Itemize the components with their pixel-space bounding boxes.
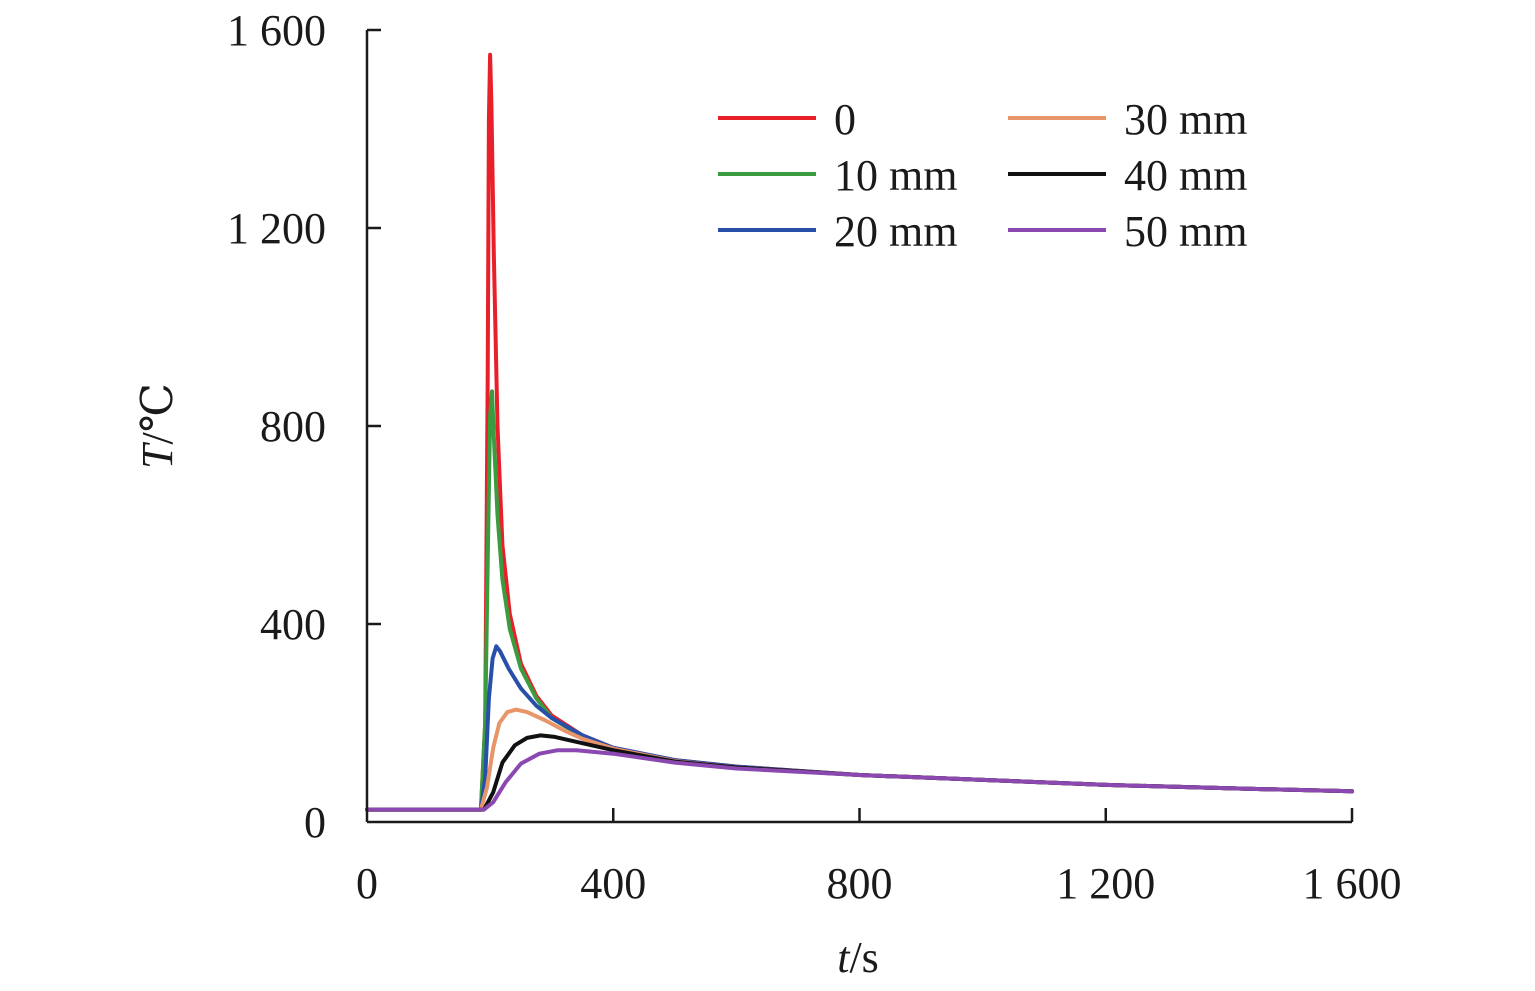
x-tick-label: 800 [827,859,893,908]
legend-label: 20 mm [834,207,957,256]
series-line-20-mm [365,644,1354,812]
y-tick-label: 1 600 [227,6,326,55]
legend-label: 50 mm [1124,207,1247,256]
x-ticks: 0 400 800 1 200 1 600 [356,808,1402,908]
x-tick-label: 1 200 [1056,859,1155,908]
y-ticks: 0 400 800 1 200 1 600 [227,6,381,847]
x-tick-label: 0 [356,859,378,908]
series-line-30-mm [365,707,1354,812]
y-tick-label: 0 [304,798,326,847]
legend-label: 40 mm [1124,151,1247,200]
y-tick-label: 400 [260,600,326,649]
x-tick-label: 1 600 [1303,859,1402,908]
axes [365,30,1352,824]
series-line-50-mm [365,748,1354,812]
plot-lines [365,52,1354,812]
x-axis-unit: /s [849,933,878,982]
y-axis-title: T/℃ [133,383,182,469]
x-tick-label: 400 [580,859,646,908]
legend-label: 10 mm [834,151,957,200]
legend-label: 30 mm [1124,95,1247,144]
legend: 0 10 mm 20 mm 30 mm 40 mm 50 mm [718,95,1247,256]
y-axis-variable: T [133,441,182,469]
x-axis-variable: t [837,933,851,982]
legend-label: 0 [834,95,856,144]
y-tick-label: 1 200 [227,204,326,253]
y-tick-label: 800 [260,402,326,451]
x-axis-title: t/s [837,933,879,982]
y-axis-unit: /℃ [133,383,182,444]
